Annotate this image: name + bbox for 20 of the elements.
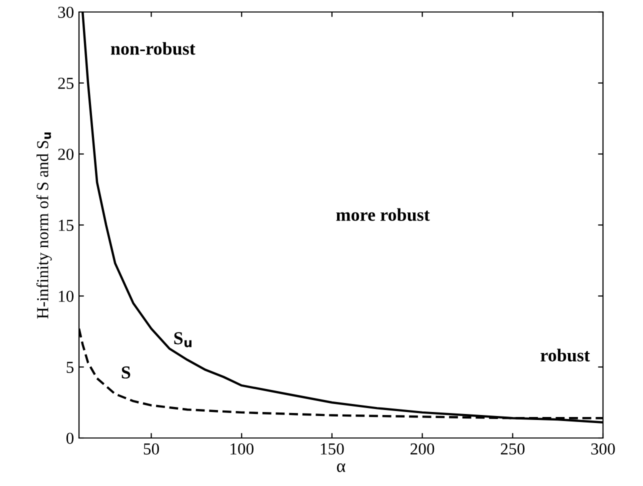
x-axis-title: α [336, 463, 346, 472]
y-tick-label: 25 [58, 78, 74, 89]
series-label: S [122, 366, 130, 379]
y-tick-label: 30 [58, 6, 74, 18]
y-tick-label: 10 [58, 290, 74, 302]
x-tick-label: 100 [230, 443, 254, 455]
y-tick-label: 15 [58, 220, 74, 231]
x-tick-label: 50 [144, 443, 159, 455]
y-tick-label: 0 [66, 432, 74, 444]
x-tick-label: 200 [410, 443, 434, 455]
y-axis-title: H-infinity norm of S and S$_{u}$ [36, 132, 52, 319]
y-tick-label: 20 [58, 148, 74, 160]
x-tick-label: 150 [320, 443, 344, 455]
annotation: robust [540, 348, 590, 362]
annotation: non-robust [110, 42, 196, 55]
series-label: S$_{u}$ [174, 332, 192, 348]
y-tick-label: 5 [66, 362, 74, 373]
x-tick-label: 300 [591, 443, 615, 455]
annotation: more robust [336, 208, 430, 221]
x-tick-label: 250 [500, 443, 525, 455]
